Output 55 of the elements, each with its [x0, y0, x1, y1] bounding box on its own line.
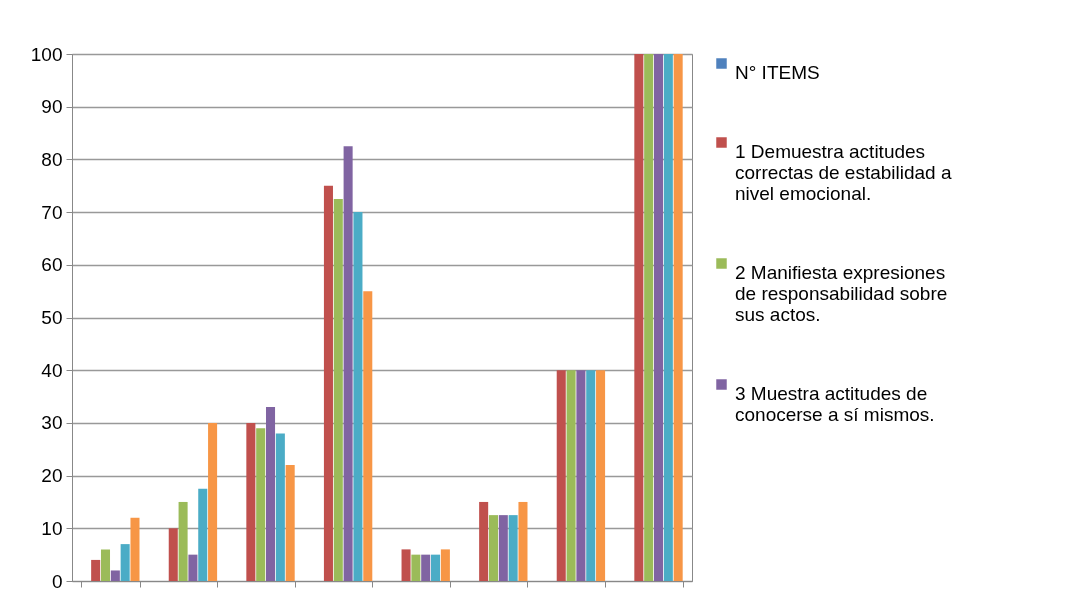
y-tick-label: 100	[30, 43, 63, 65]
bar	[208, 422, 218, 581]
bar	[576, 370, 586, 581]
bar	[130, 517, 140, 581]
bar	[586, 370, 596, 581]
bar	[566, 370, 576, 581]
bar	[120, 544, 130, 581]
bar	[246, 422, 256, 581]
bar	[663, 54, 673, 581]
bar	[168, 528, 178, 581]
bar	[518, 501, 528, 581]
bar	[275, 433, 285, 581]
bar	[653, 54, 664, 581]
legend-label: 1 Demuestra actitudes correctas de estabilidad a nivel emocional.	[735, 140, 952, 204]
bar	[508, 515, 518, 581]
bar	[644, 54, 654, 581]
legend-label: 2 Manifiesta expresiones de responsabilidad sobre sus actos.	[735, 261, 948, 325]
bar	[363, 291, 373, 581]
y-tick-label: 10	[41, 517, 63, 539]
legend-label: N° ITEMS	[735, 61, 820, 83]
bar	[596, 370, 606, 581]
bar	[556, 370, 566, 581]
bar	[343, 146, 353, 581]
bar	[479, 501, 489, 581]
bar	[634, 54, 644, 581]
bar	[285, 465, 295, 581]
bar	[431, 554, 441, 581]
bar	[401, 549, 411, 581]
bar	[188, 554, 198, 581]
y-tick-label: 50	[41, 307, 63, 328]
bar	[256, 428, 266, 581]
bar	[91, 559, 101, 581]
bar	[673, 54, 683, 581]
bar	[421, 554, 431, 581]
bar	[110, 570, 120, 581]
bar	[353, 212, 363, 581]
bar	[323, 185, 333, 581]
y-tick-label: 20	[41, 465, 63, 487]
bar	[266, 407, 276, 581]
y-tick-label: 80	[41, 148, 63, 170]
legend-label: 3 Muestra actitudes de conocerse a sí mismos.	[735, 382, 935, 425]
bar	[178, 501, 188, 581]
bar	[100, 549, 111, 581]
bar	[488, 515, 498, 581]
bar	[198, 488, 208, 581]
y-tick-label: 40	[41, 359, 63, 381]
y-tick-label: 90	[41, 96, 63, 118]
bar	[411, 554, 421, 581]
bar	[440, 549, 450, 581]
y-tick-label: 30	[41, 412, 63, 434]
y-tick-label: 70	[41, 201, 63, 223]
y-tick-label: 60	[41, 254, 63, 276]
bar	[333, 198, 343, 581]
bar	[498, 515, 508, 581]
y-tick-label: 0	[51, 570, 63, 592]
